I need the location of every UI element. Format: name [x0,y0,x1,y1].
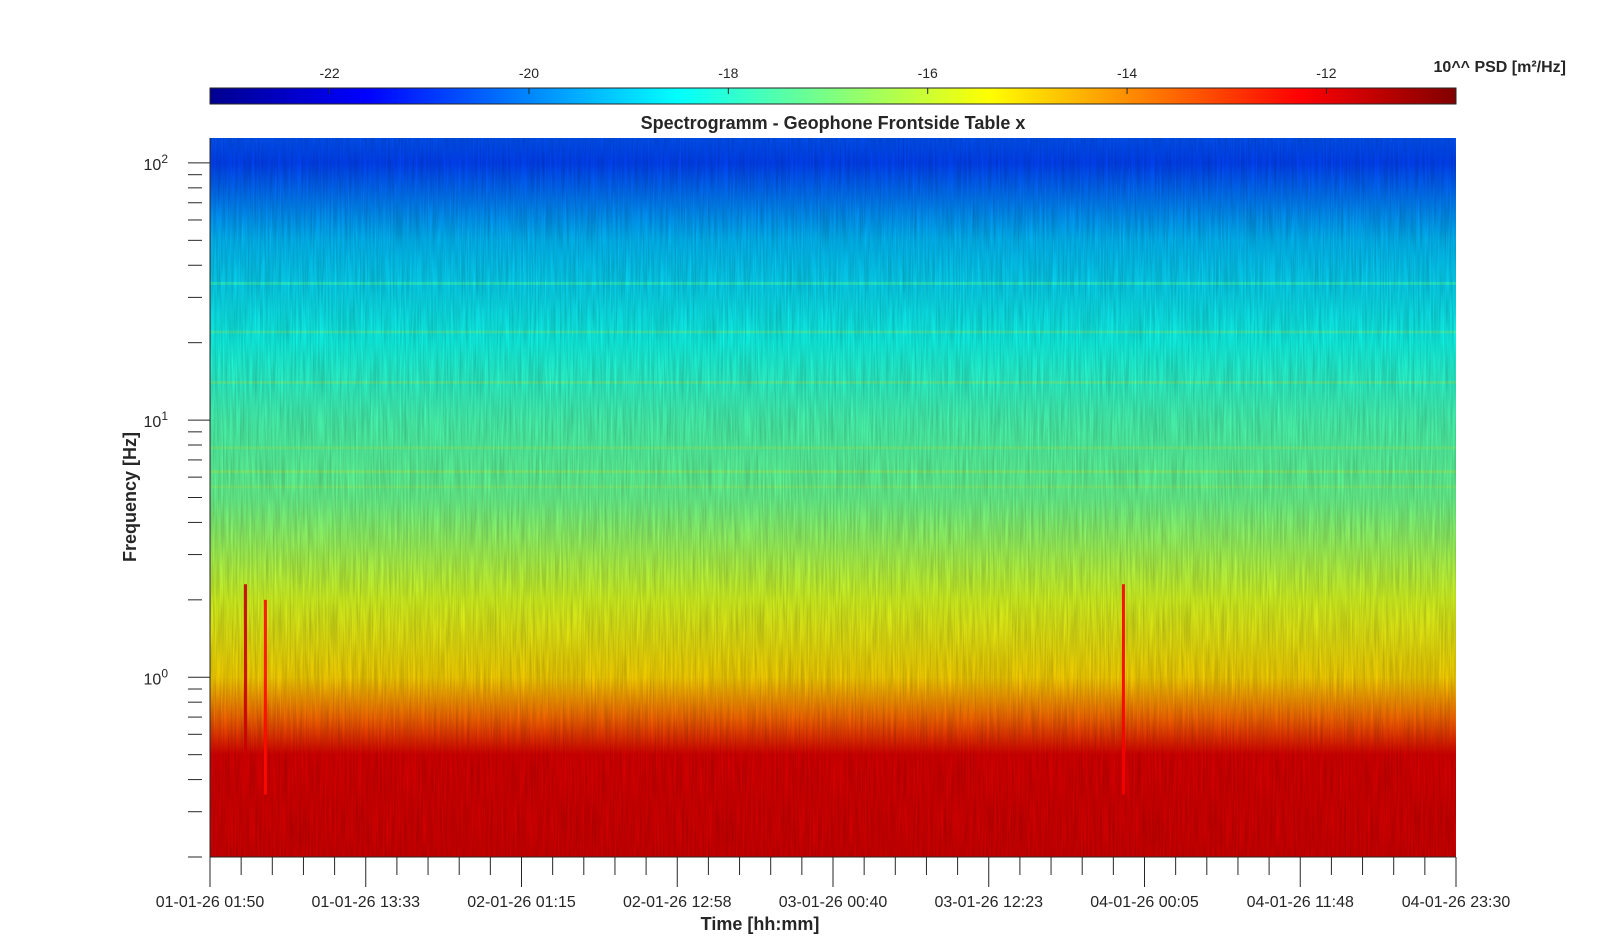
colorbar-tick-label: -22 [319,65,339,81]
y-tick-label: 100 [144,666,169,688]
x-axis-ticks: 01-01-26 01:50 01-01-26 13:33 02-01-26 01:… [156,857,1511,911]
axes: 100 101 102 01-01-26 01:50 01-01-26 13:33 02… [144,138,1511,911]
y-axis-ticks: 100 101 102 [144,152,210,858]
y-tick-label: 102 [144,152,169,174]
heatmap-texture [210,138,1456,857]
y-tick-label: 101 [144,409,169,431]
event-streak [1121,584,1125,795]
colorbar-tick-label: -16 [918,65,938,81]
colorbar-tick-label: -18 [718,65,738,81]
colorbar-tick-label: -14 [1117,65,1137,81]
chart-title: Spectrogramm - Geophone Frontside Table … [641,113,1026,133]
x-tick-label: 03-01-26 00:40 [779,894,888,911]
plot-area [210,138,1456,857]
colorbar-ticks: -22 -20 -18 -16 -14 -12 [319,65,1337,94]
x-tick-label: 02-01-26 12:58 [623,894,732,911]
colorbar-tick-label: -12 [1316,65,1336,81]
x-tick-label: 04-01-26 11:48 [1247,894,1354,911]
x-axis-label: Time [hh:mm] [701,914,820,934]
colorbar: -22 -20 -18 -16 -14 -12 10^^ PSD [m²/Hz] [209,59,1566,105]
x-tick-label: 01-01-26 01:50 [156,894,265,911]
event-streak [263,599,267,795]
x-tick-label: 02-01-26 01:15 [467,894,576,911]
event-streak [243,584,247,795]
x-tick-label: 04-01-26 23:30 [1402,894,1511,911]
x-tick-label: 03-01-26 12:23 [934,894,1043,911]
colorbar-label: 10^^ PSD [m²/Hz] [1434,59,1566,76]
transient-events [243,584,1125,795]
x-tick-label: 01-01-26 13:33 [311,894,420,911]
colorbar-tick-label: -20 [519,65,539,81]
colorbar-gradient [209,87,1457,105]
x-tick-label: 04-01-26 00:05 [1090,894,1199,911]
y-axis-label: Frequency [Hz] [120,432,140,562]
